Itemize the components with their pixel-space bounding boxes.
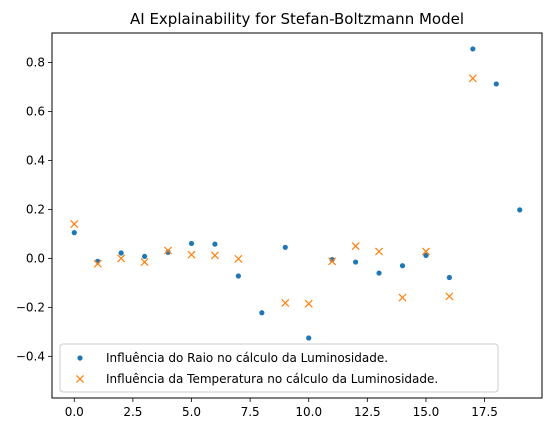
series-0-point — [517, 207, 523, 213]
x-tick-label: 10.0 — [295, 405, 322, 419]
series-1-point — [210, 251, 219, 260]
x-tick-label: 7.5 — [241, 405, 260, 419]
series-0-point — [353, 259, 359, 265]
series-1-point — [304, 299, 313, 308]
y-tick-label: 0.4 — [26, 153, 45, 167]
series-0-point — [470, 46, 476, 52]
y-tick-label: 0.0 — [26, 251, 45, 265]
series-0-point — [235, 273, 241, 279]
x-tick-label: 2.5 — [123, 405, 142, 419]
series-1-point — [398, 293, 407, 302]
chart-title: AI Explainability for Stefan-Boltzmann M… — [130, 10, 464, 28]
series-1-point — [421, 247, 430, 256]
x-tick-label: 15.0 — [413, 405, 440, 419]
series-1-point — [164, 246, 173, 255]
series-0-point — [188, 240, 195, 247]
y-axis: −0.4 −0.2 0.0 0.2 0.4 0.6 0.8 — [16, 55, 52, 363]
legend-marker-0 — [77, 355, 83, 361]
series-1-point — [281, 298, 290, 307]
plot-marks — [70, 46, 523, 341]
series-0-point — [259, 310, 265, 316]
y-tick-label: 0.2 — [26, 202, 45, 216]
series-1-point — [328, 257, 337, 266]
axes-frame — [51, 32, 543, 399]
series-0-point — [165, 249, 171, 255]
legend: Influência do Raio no cálculo da Luminos… — [59, 343, 499, 393]
series-0-point — [399, 263, 406, 269]
series-1-point — [187, 250, 196, 259]
series-0-point — [212, 241, 218, 247]
series-0-point — [376, 270, 382, 276]
x-tick-label: 12.5 — [354, 405, 381, 419]
legend-box — [59, 343, 499, 393]
y-tick-label: 0.8 — [26, 55, 45, 69]
series-1-point — [234, 254, 243, 263]
legend-label: Influência da Temperatura no cálculo da … — [106, 372, 438, 386]
series-1-point — [445, 292, 454, 301]
series-0-point — [423, 252, 429, 259]
x-tick-label: 0.0 — [65, 405, 84, 419]
y-tick-label: −0.2 — [16, 300, 45, 314]
series-0-point — [71, 230, 77, 236]
x-tick-label: 17.5 — [471, 405, 498, 419]
x-axis: 0.0 2.5 5.0 7.5 10.0 12.5 15.0 17.5 — [65, 398, 498, 419]
x-tick-label: 5.0 — [182, 405, 201, 419]
series-1-point — [468, 74, 477, 83]
y-tick-label: 0.6 — [26, 104, 45, 118]
series-0-point — [282, 244, 288, 250]
series-0-point — [446, 274, 452, 281]
series-0-point — [306, 335, 312, 341]
series-0-point — [493, 81, 499, 87]
series-1-point — [375, 247, 384, 256]
series-1-point — [93, 259, 102, 268]
series-0-point — [329, 256, 335, 263]
series-0-point — [142, 253, 148, 260]
y-tick-label: −0.4 — [16, 349, 45, 363]
legend-label: Influência do Raio no cálculo da Luminos… — [106, 351, 388, 365]
series-0-point — [118, 250, 124, 256]
series-1-point — [70, 220, 79, 229]
legend-marker-1 — [75, 374, 85, 384]
series-1-point — [117, 254, 126, 263]
series-1-point — [140, 258, 149, 267]
series-1-point — [351, 242, 360, 251]
